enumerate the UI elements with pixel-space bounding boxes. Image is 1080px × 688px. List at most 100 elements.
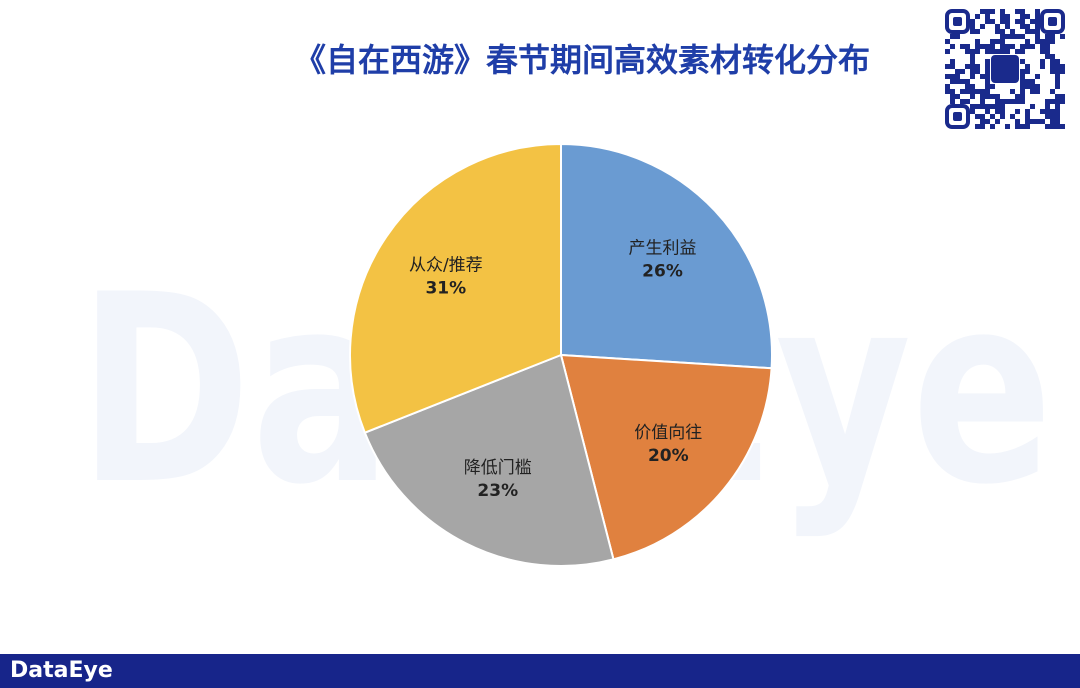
qr-module	[990, 94, 995, 99]
qr-module	[970, 59, 975, 64]
qr-module	[1000, 99, 1005, 104]
qr-module	[995, 94, 1000, 99]
qr-module	[945, 74, 950, 79]
qr-module	[1025, 69, 1030, 74]
qr-module	[950, 64, 955, 69]
qr-module	[995, 39, 1000, 44]
qr-module	[1025, 84, 1030, 89]
qr-module	[985, 89, 990, 94]
pie-slice	[560, 142, 773, 370]
qr-module	[1055, 69, 1060, 74]
qr-module	[1010, 44, 1015, 49]
qr-module	[1020, 44, 1025, 49]
qr-module	[980, 74, 985, 79]
qr-module	[970, 94, 975, 99]
qr-module	[970, 89, 975, 94]
qr-module	[1020, 99, 1025, 104]
qr-module	[1010, 99, 1015, 104]
slice-category-label: 价值向往	[634, 423, 702, 443]
qr-module	[965, 79, 970, 84]
qr-module	[950, 99, 955, 104]
qr-module	[1040, 39, 1045, 44]
qr-code	[942, 6, 1068, 132]
qr-module	[1020, 19, 1025, 24]
qr-module	[1035, 34, 1040, 39]
qr-module	[970, 24, 975, 29]
qr-module	[1060, 94, 1065, 99]
qr-module	[1045, 44, 1050, 49]
qr-module	[960, 69, 965, 74]
qr-module	[950, 59, 955, 64]
qr-module	[975, 104, 980, 109]
qr-module	[985, 74, 990, 79]
qr-module	[965, 44, 970, 49]
qr-module	[1055, 104, 1060, 109]
qr-module	[1050, 119, 1055, 124]
qr-module	[1025, 119, 1030, 124]
qr-module	[970, 49, 975, 54]
footer-brand: DataEye	[10, 658, 113, 683]
qr-module	[975, 124, 980, 129]
qr-module	[975, 29, 980, 34]
qr-module	[980, 44, 985, 49]
qr-module	[1050, 59, 1055, 64]
pie-slice	[559, 353, 773, 561]
qr-module	[945, 89, 950, 94]
qr-module	[1035, 29, 1040, 34]
qr-module	[1055, 59, 1060, 64]
qr-module	[1045, 124, 1050, 129]
qr-module	[1060, 34, 1065, 39]
qr-module	[1055, 109, 1060, 114]
qr-module	[1030, 79, 1035, 84]
qr-module	[1030, 89, 1035, 94]
qr-module	[965, 49, 970, 54]
qr-module	[1005, 14, 1010, 19]
qr-module	[1060, 69, 1065, 74]
qr-module	[1050, 69, 1055, 74]
qr-module	[965, 84, 970, 89]
qr-module	[1055, 79, 1060, 84]
qr-module	[1000, 104, 1005, 109]
qr-module	[995, 49, 1000, 54]
qr-module	[1015, 9, 1020, 14]
qr-module	[990, 9, 995, 14]
qr-module	[1020, 84, 1025, 89]
qr-module	[1005, 124, 1010, 129]
qr-module	[995, 24, 1000, 29]
qr-module	[1045, 104, 1050, 109]
qr-module	[995, 119, 1000, 124]
qr-module	[975, 64, 980, 69]
qr-module	[965, 64, 970, 69]
qr-module	[1035, 74, 1040, 79]
qr-module	[1055, 114, 1060, 119]
qr-module	[1045, 109, 1050, 114]
qr-module	[1045, 114, 1050, 119]
qr-module	[1015, 119, 1020, 124]
qr-module	[1005, 19, 1010, 24]
qr-module	[1020, 69, 1025, 74]
qr-module	[960, 99, 965, 104]
qr-module	[985, 119, 990, 124]
qr-module	[1035, 19, 1040, 24]
qr-module	[1020, 14, 1025, 19]
qr-module	[1035, 14, 1040, 19]
qr-module	[990, 44, 995, 49]
qr-module	[1035, 89, 1040, 94]
qr-module	[1045, 39, 1050, 44]
qr-module	[1060, 64, 1065, 69]
qr-module	[1010, 34, 1015, 39]
qr-module	[985, 49, 990, 54]
qr-module	[1020, 89, 1025, 94]
qr-module	[950, 89, 955, 94]
qr-module	[1025, 14, 1030, 19]
qr-module	[1055, 99, 1060, 104]
slice-category-label: 产生利益	[629, 239, 697, 259]
qr-module	[1015, 94, 1020, 99]
qr-module	[970, 64, 975, 69]
qr-module	[1025, 29, 1030, 34]
qr-module	[1000, 39, 1005, 44]
qr-module	[955, 79, 960, 84]
qr-module	[1005, 44, 1010, 49]
qr-module	[1025, 109, 1030, 114]
